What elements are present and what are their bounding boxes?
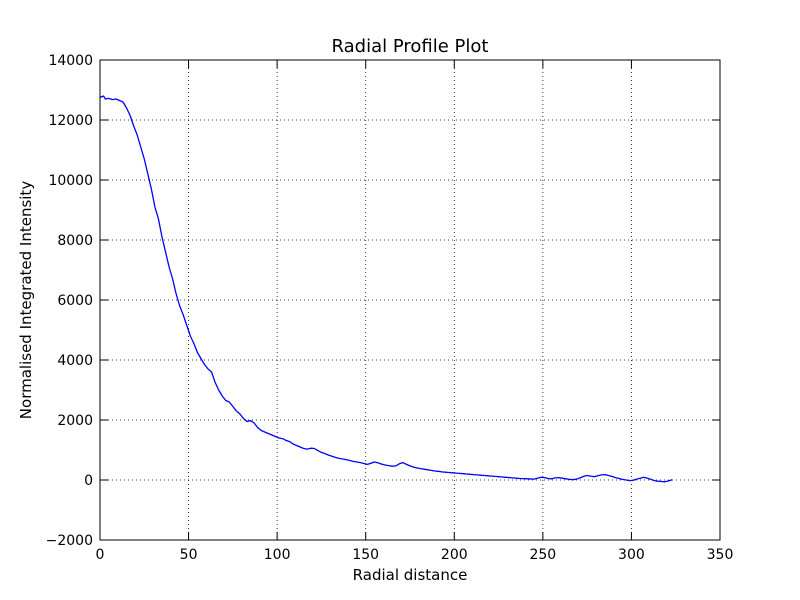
- x-tick-label: 300: [618, 547, 645, 563]
- x-tick-label: 350: [707, 547, 734, 563]
- y-tick-label: −2000: [46, 533, 93, 549]
- x-tick-label: 200: [441, 547, 468, 563]
- x-tick-label: 50: [180, 547, 198, 563]
- tick-labels: 0 50 100 150 200 250 300 350−200002000400060008…: [46, 53, 734, 563]
- y-tick-label: 0: [84, 473, 93, 489]
- x-tick-label: 0: [96, 547, 105, 563]
- x-tick-label: 150: [352, 547, 379, 563]
- x-tick-label: 250: [529, 547, 556, 563]
- x-axis-label: Radial distance: [353, 566, 468, 584]
- y-tick-label: 10000: [48, 173, 93, 189]
- series-layer: [99, 95, 673, 483]
- y-tick-label: 2000: [57, 413, 93, 429]
- y-tick-label: 6000: [57, 293, 93, 309]
- y-tick-label: 4000: [57, 353, 93, 369]
- grid: [100, 60, 720, 540]
- x-tick-label: 100: [264, 547, 291, 563]
- y-tick-label: 12000: [48, 113, 93, 129]
- plot-frame: [99, 59, 721, 541]
- chart-title: Radial Profile Plot: [332, 36, 489, 57]
- y-tick-label: 8000: [57, 233, 93, 249]
- y-tick-label: 14000: [48, 53, 93, 69]
- y-axis-label: Normalised Integrated Intensity: [17, 181, 35, 420]
- series-line: [99, 95, 673, 483]
